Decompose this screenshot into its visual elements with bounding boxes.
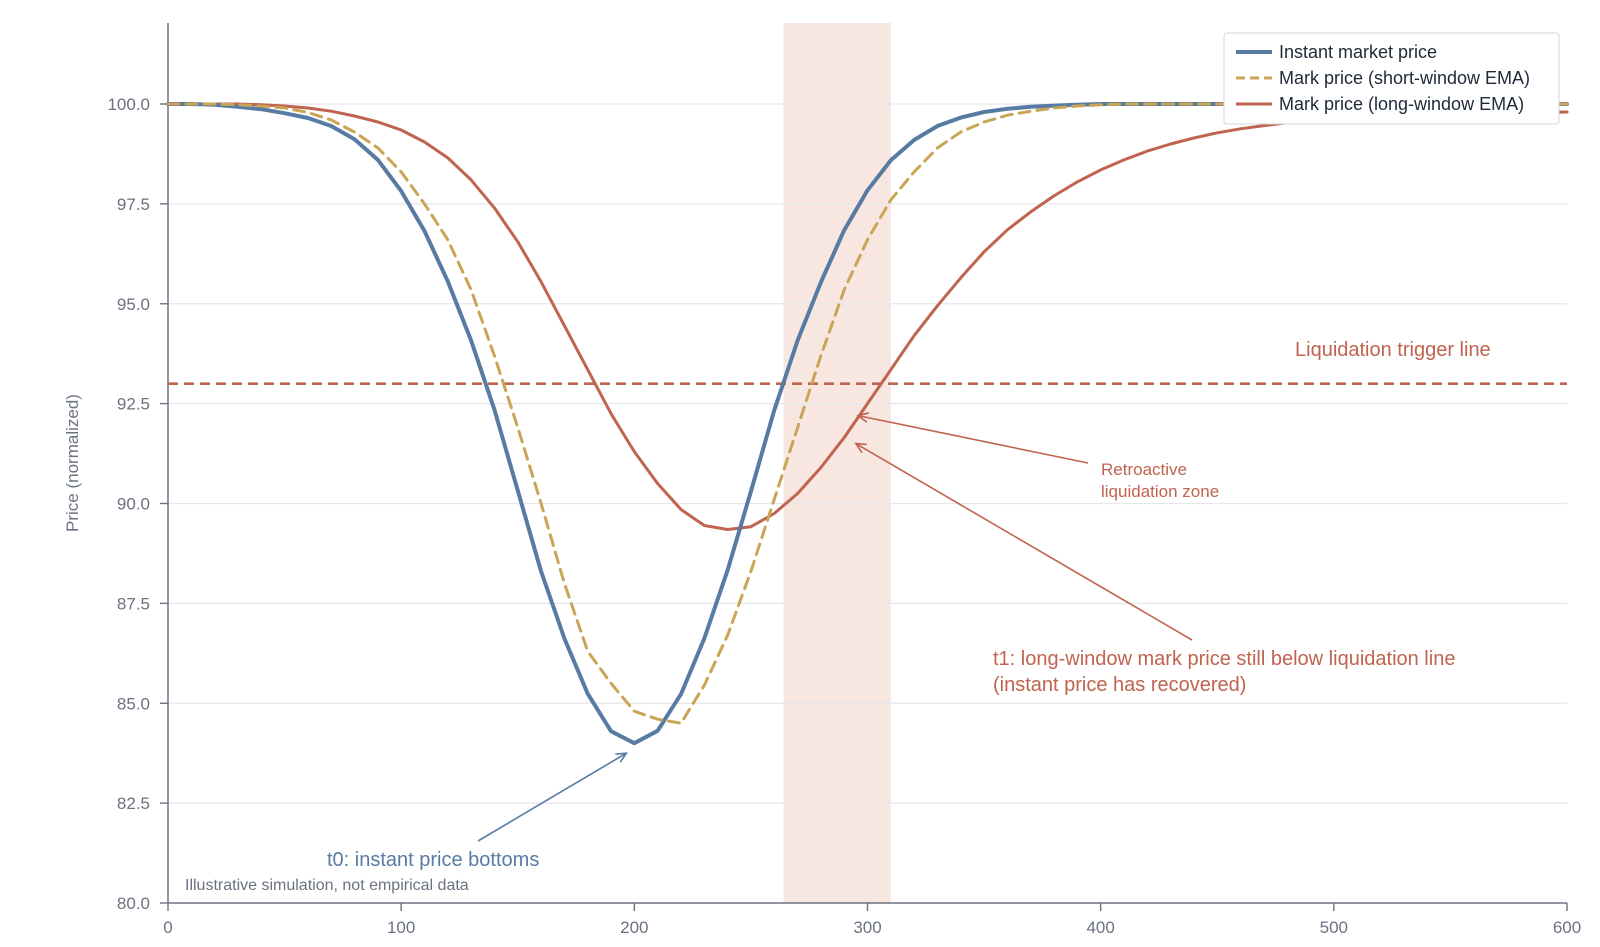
legend-label: Instant market price [1279,42,1437,62]
y-tick-label: 95.0 [117,295,150,314]
retroactive-liquidation-band [783,23,891,903]
grid-layer [168,103,1567,804]
legend-label: Mark price (short-window EMA) [1279,68,1530,88]
y-tick-label: 82.5 [117,794,150,813]
annotation-retroactive-line2: liquidation zone [1101,482,1219,501]
legend-label: Mark price (long-window EMA) [1279,94,1524,114]
annotation-t0-arrowhead [615,752,628,763]
legend: Instant market price Mark price (short-wi… [1223,32,1560,125]
annotation-retroactive-arrowhead [856,412,870,423]
y-tick-label: 80.0 [117,894,150,913]
x-tick-label: 0 [163,918,172,937]
x-tick-label: 200 [620,918,648,937]
annotation-t1-line1: t1: long-window mark price still below l… [993,648,1455,670]
y-tick-label: 85.0 [117,694,150,713]
annotation-retroactive-line1: Retroactive [1101,460,1187,479]
x-tick-label: 500 [1320,918,1348,937]
liquidation-trigger-label: Liquidation trigger line [1295,339,1491,361]
x-ticks: 0 100 200 300 400 500 600 [163,903,1581,937]
y-axis-label: Price (normalized) [63,394,82,532]
annotation-t1-arrow [855,442,1193,641]
y-tick-label: 92.5 [117,395,150,414]
y-tick-label: 97.5 [117,195,150,214]
y-tick-label: 90.0 [117,495,150,514]
legend-box [1223,32,1560,125]
shaded-band-layer [783,23,891,903]
annotation-t0-arrow [477,752,627,842]
annotation-t0-label: t0: instant price bottoms [327,849,539,871]
x-tick-label: 100 [387,918,415,937]
x-tick-label: 400 [1086,918,1114,937]
x-tick-label: 300 [853,918,881,937]
y-tick-label: 100.0 [107,95,150,114]
simulation-note: Illustrative simulation, not empirical d… [185,877,469,894]
annotation-t1-arrowhead [854,442,867,454]
y-tick-label: 87.5 [117,594,150,613]
annotation-t1-line2: (instant price has recovered) [993,674,1246,696]
reference-line-layer: Liquidation trigger line [168,339,1567,385]
x-tick-label: 600 [1553,918,1581,937]
y-ticks: 80.0 82.5 85.0 87.5 90.0 92.5 95.0 97.5 100.0 [107,95,168,913]
annotation-retroactive-arrow [858,414,1089,464]
annotation-layer: Retroactive liquidation zone t1: long-wi… [327,412,1455,871]
